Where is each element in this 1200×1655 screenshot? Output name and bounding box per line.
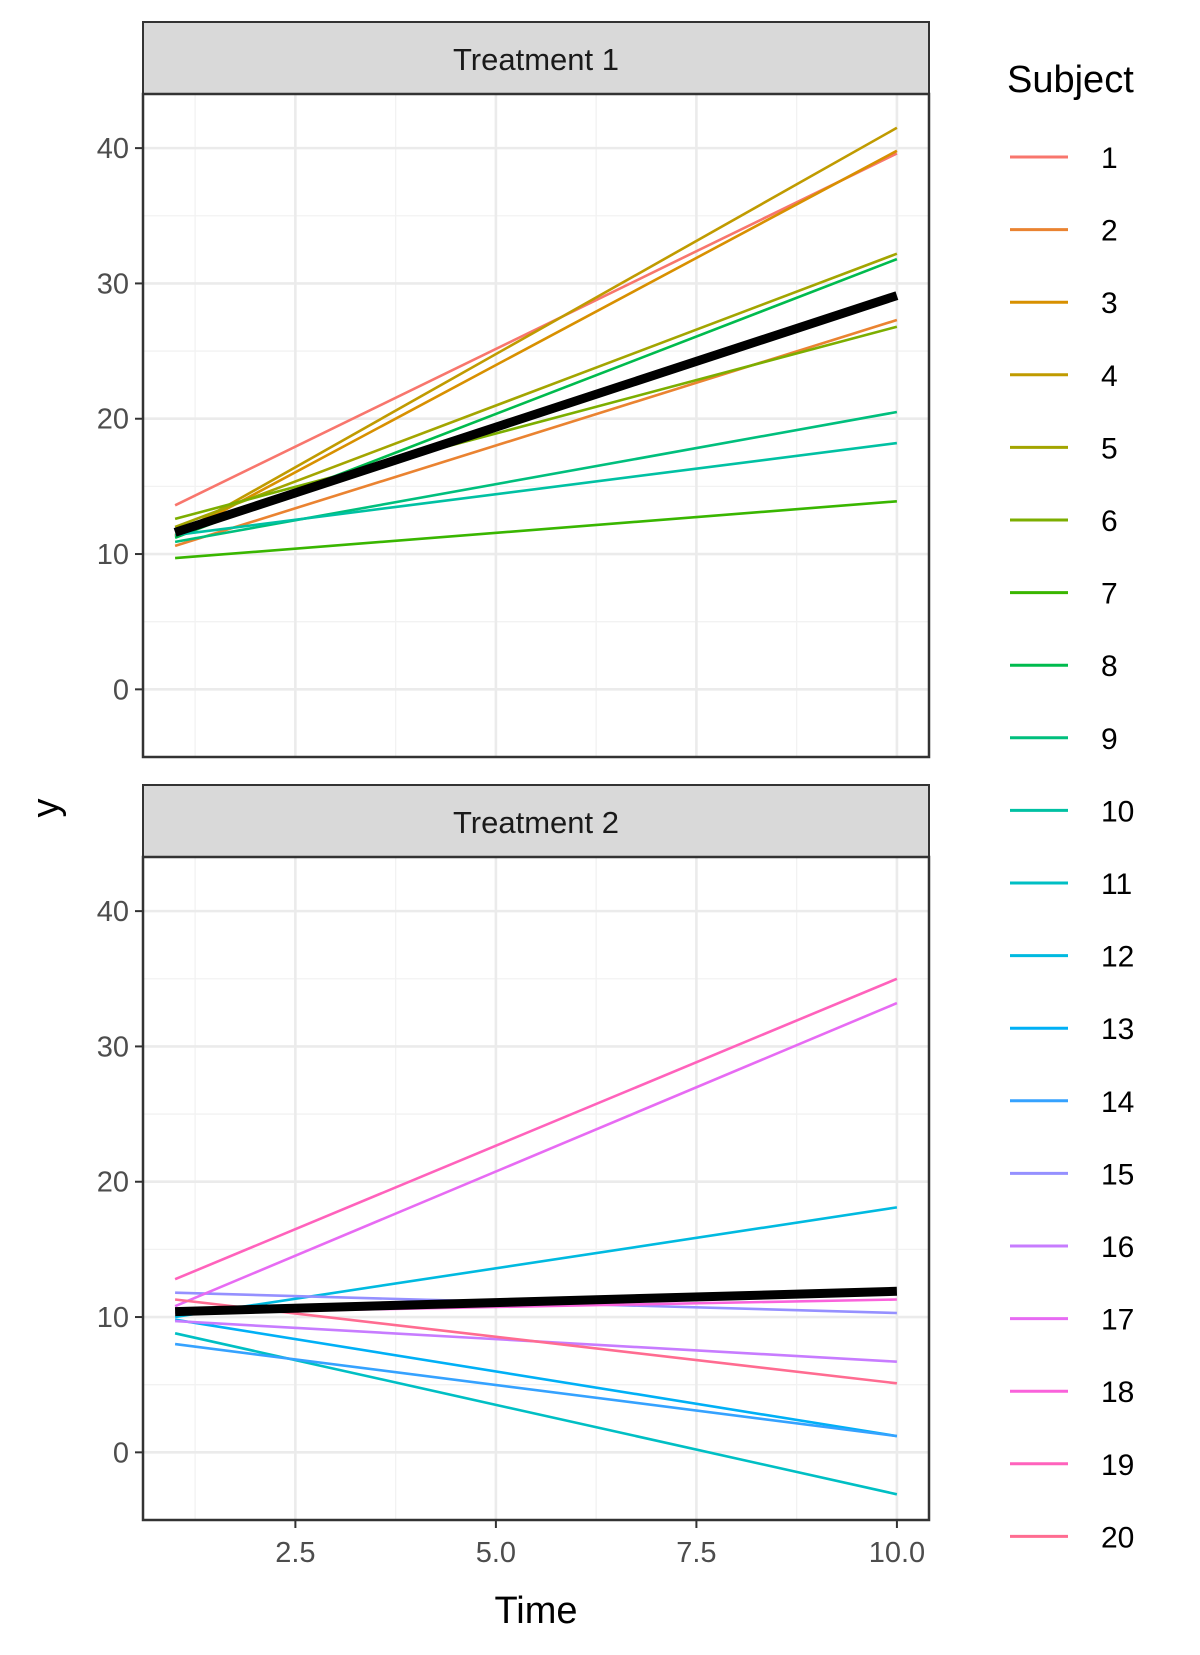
- legend-label-3: 3: [1101, 287, 1118, 320]
- legend-item-1: 1: [1010, 142, 1118, 175]
- legend-label-19: 19: [1101, 1449, 1134, 1482]
- series-line-20: [174, 1298, 898, 1385]
- series-line-13: [174, 1318, 898, 1438]
- legend-label-14: 14: [1101, 1086, 1134, 1119]
- legend-label-13: 13: [1101, 1013, 1134, 1046]
- legend-item-2: 2: [1010, 215, 1118, 248]
- legend-label-2: 2: [1101, 215, 1118, 248]
- x-axis: 2.5 5.0 7.5 10.0: [275, 1520, 925, 1569]
- y-tick-labels: 0 10 20 30 40: [97, 896, 143, 1469]
- series-line-5: [174, 252, 898, 529]
- legend-label-7: 7: [1101, 578, 1118, 611]
- series-line-14: [174, 1342, 898, 1438]
- series-line-1: [174, 152, 898, 507]
- legend-label-9: 9: [1101, 723, 1118, 756]
- series-lines: [174, 977, 898, 1496]
- x-axis-title: Time: [494, 1590, 577, 1632]
- series-line-6: [174, 325, 898, 521]
- y-tick-label: 30: [97, 268, 129, 300]
- y-tick-labels: 0 10 20 30 40: [97, 133, 143, 706]
- series-line-7: [174, 500, 898, 560]
- legend-label-12: 12: [1101, 941, 1134, 974]
- legend-label-1: 1: [1101, 142, 1118, 175]
- legend-item-15: 15: [1010, 1158, 1134, 1191]
- legend-item-20: 20: [1010, 1521, 1134, 1554]
- y-tick-label: 20: [97, 404, 129, 436]
- y-tick-label: 0: [113, 674, 129, 706]
- legend-label-4: 4: [1101, 360, 1118, 393]
- y-tick-label: 40: [97, 133, 129, 165]
- legend-label-16: 16: [1101, 1231, 1134, 1264]
- legend-label-17: 17: [1101, 1304, 1134, 1337]
- legend-item-8: 8: [1010, 650, 1118, 683]
- legend-item-16: 16: [1010, 1231, 1134, 1264]
- y-tick-label: 30: [97, 1031, 129, 1063]
- legend-item-4: 4: [1010, 360, 1118, 393]
- legend-item-14: 14: [1010, 1086, 1134, 1119]
- legend-label-20: 20: [1101, 1521, 1134, 1554]
- strip-background: [142, 21, 930, 95]
- panel-border: [141, 855, 931, 1522]
- panel-border: [141, 92, 931, 759]
- panel-treatment-1: Treatment 1 0 10 20 30 40: [97, 21, 931, 759]
- y-tick-label: 10: [97, 539, 129, 571]
- series-lines: [173, 126, 899, 560]
- x-tick-label: 5.0: [476, 1537, 516, 1569]
- series-line-4: [174, 126, 898, 537]
- legend-label-6: 6: [1101, 505, 1118, 538]
- legend-item-19: 19: [1010, 1449, 1134, 1482]
- legend-title: Subject: [1007, 59, 1134, 101]
- panel-background: [143, 94, 929, 757]
- legend-item-3: 3: [1010, 287, 1118, 320]
- legend-item-5: 5: [1010, 432, 1118, 465]
- series-line-3: [174, 149, 898, 538]
- mean-line: [173, 291, 899, 537]
- legend-item-7: 7: [1010, 578, 1118, 611]
- mean-line: [174, 1286, 898, 1317]
- legend-item-6: 6: [1010, 505, 1118, 538]
- legend-item-17: 17: [1010, 1304, 1134, 1337]
- legend-label-10: 10: [1101, 795, 1134, 828]
- panel-treatment-2: Treatment 2 0 10 20 30 40: [97, 784, 931, 1522]
- x-tick-label: 2.5: [275, 1537, 315, 1569]
- y-tick-label: 10: [97, 1302, 129, 1334]
- panel-background: [143, 857, 929, 1520]
- legend-label-11: 11: [1101, 868, 1132, 901]
- legend-item-10: 10: [1010, 795, 1134, 828]
- y-tick-label: 20: [97, 1167, 129, 1199]
- legend-item-9: 9: [1010, 723, 1118, 756]
- x-tick-label: 7.5: [676, 1537, 716, 1569]
- strip-label-treatment-2: Treatment 2: [453, 805, 619, 840]
- legend-label-5: 5: [1101, 432, 1118, 465]
- y-axis-title: y: [25, 799, 67, 818]
- series-line-17: [174, 1001, 898, 1308]
- y-tick-label: 40: [97, 896, 129, 928]
- legend-item-12: 12: [1010, 941, 1134, 974]
- legend-label-18: 18: [1101, 1376, 1134, 1409]
- gridlines: [143, 857, 929, 1520]
- strip-label-treatment-1: Treatment 1: [453, 42, 619, 77]
- legend-label-15: 15: [1101, 1158, 1134, 1191]
- x-tick-label: 10.0: [869, 1537, 925, 1569]
- legend-label-8: 8: [1101, 650, 1118, 683]
- series-line-12: [174, 1206, 898, 1319]
- series-line-19: [174, 977, 898, 1281]
- strip-background: [142, 784, 930, 858]
- legend-item-11: 11: [1010, 868, 1132, 901]
- series-line-10: [174, 441, 898, 537]
- legend-item-18: 18: [1010, 1376, 1134, 1409]
- legend-item-13: 13: [1010, 1013, 1134, 1046]
- y-tick-label: 0: [113, 1437, 129, 1469]
